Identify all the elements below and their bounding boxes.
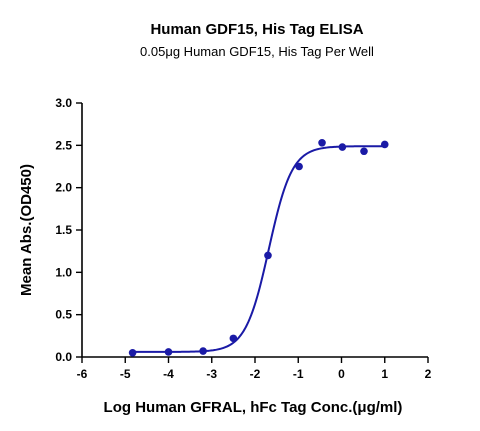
- x-tick-label: -4: [163, 367, 174, 381]
- y-tick-label: 1.5: [55, 223, 72, 237]
- data-point: [264, 251, 272, 260]
- x-tick-label: 2: [425, 367, 432, 381]
- y-tick-label: 2.5: [55, 138, 72, 152]
- x-tick-label: -6: [77, 367, 88, 381]
- x-tick-label: 1: [381, 367, 388, 381]
- y-tick-label: 1.0: [55, 265, 72, 279]
- data-point: [199, 347, 207, 355]
- data-point: [360, 147, 368, 156]
- data-points: [128, 138, 389, 357]
- y-axis-title: Mean Abs.(OD450): [18, 164, 35, 296]
- x-tick-label: -3: [206, 367, 217, 381]
- data-point: [128, 348, 137, 357]
- y-tick-label: 0.5: [55, 308, 72, 322]
- x-tick-label: -2: [250, 367, 261, 381]
- data-point: [318, 138, 326, 147]
- x-tick-label: -5: [120, 367, 131, 381]
- axes: [81, 103, 428, 358]
- data-point: [380, 140, 389, 149]
- x-tick-label: 0: [338, 367, 345, 381]
- x-axis-title: Log Human GFRAL, hFc Tag Conc.(μg/ml): [104, 399, 403, 416]
- chart-title: Human GDF15, His Tag ELISA: [150, 21, 363, 38]
- y-axis-ticks: 0.0 0.5 1.0 1.5 2.0 2.5 3.0: [55, 96, 82, 364]
- x-tick-label: -1: [293, 367, 304, 381]
- data-point: [295, 162, 303, 171]
- chart-subtitle: 0.05μg Human GDF15, His Tag Per Well: [140, 44, 374, 59]
- y-tick-label: 0.0: [55, 350, 72, 364]
- y-tick-label: 3.0: [55, 96, 72, 110]
- fit-curve: [132, 145, 385, 353]
- x-axis-ticks: -6 -5 -4 -3 -2 -1 0 1 2: [77, 357, 432, 381]
- data-point: [164, 348, 173, 356]
- data-point: [338, 143, 347, 151]
- data-point: [229, 334, 238, 343]
- y-tick-label: 2.0: [55, 181, 72, 195]
